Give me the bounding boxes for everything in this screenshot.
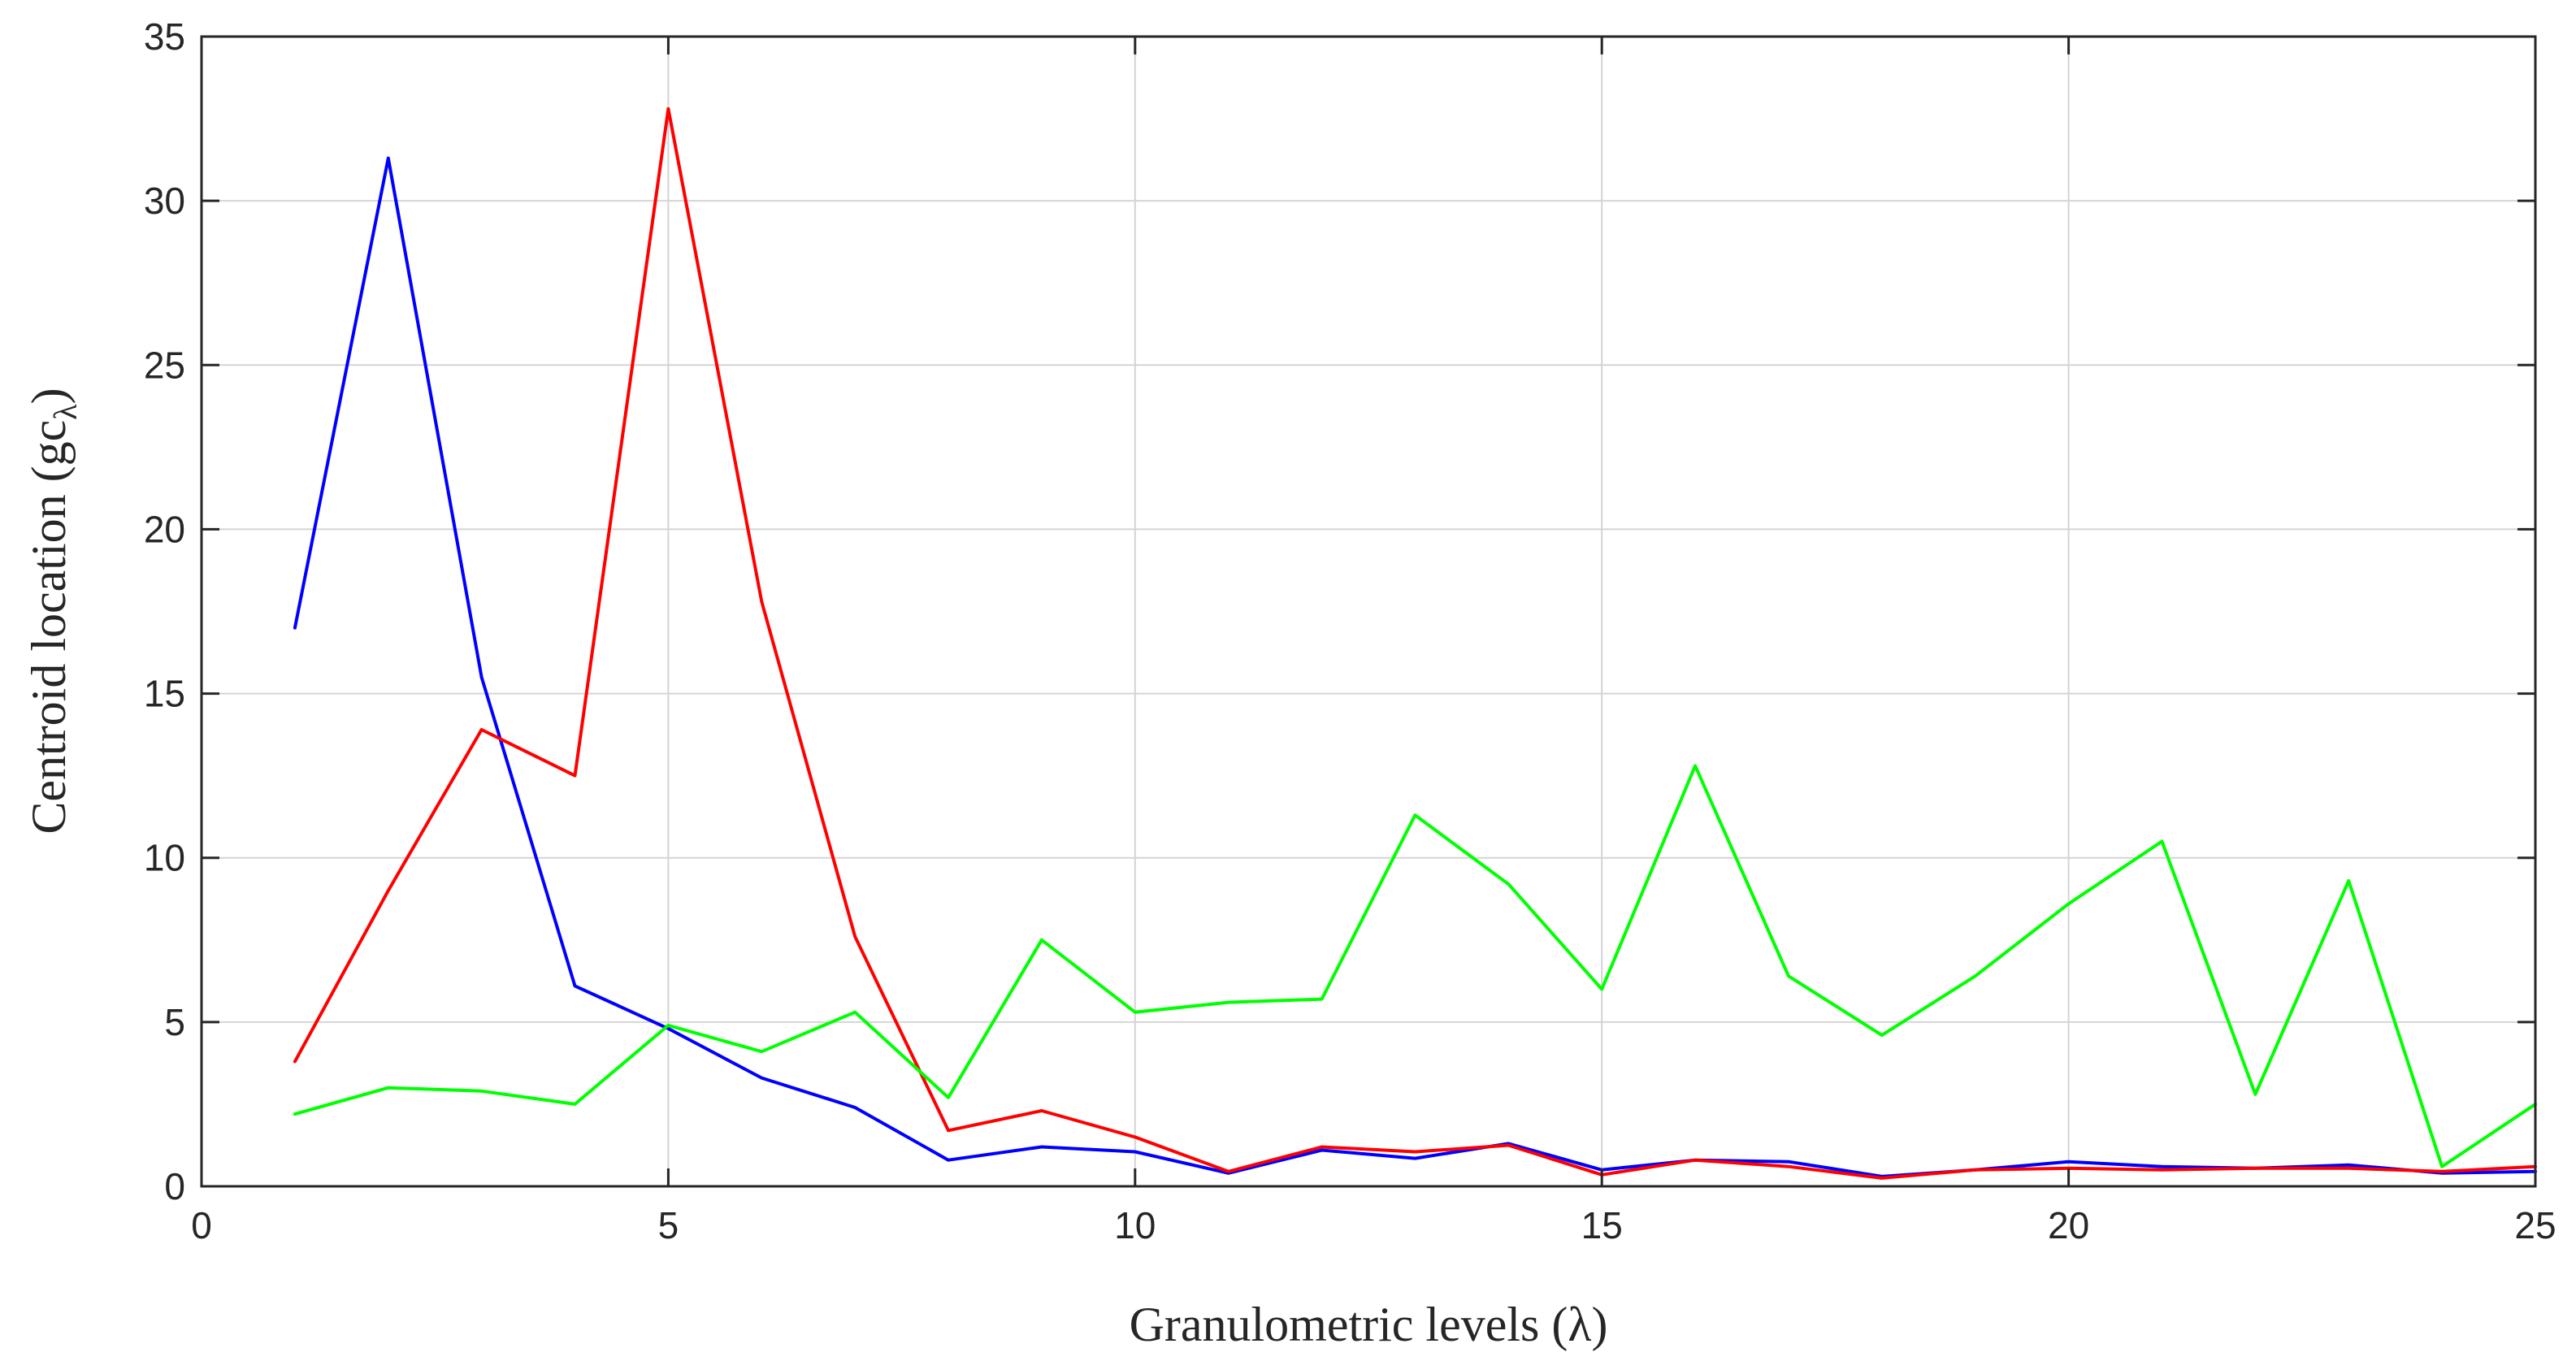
x-tick-labels: 0 5 10 15 20 25 [191,1204,2556,1246]
y-axis-label: Centroid location (gcλ) [22,388,84,834]
x-tick-label: 10 [1114,1204,1156,1246]
x-axis-label: Granulometric levels (λ) [1130,1298,1608,1351]
y-axis-label-subscript: λ [47,404,84,420]
y-tick-label: 20 [144,508,185,550]
y-tick-label: 0 [164,1165,185,1207]
grid-lines [202,37,2535,1186]
y-tick-labels: 0 5 10 15 20 25 30 35 [144,15,185,1207]
x-tick-label: 0 [191,1204,212,1246]
red-series-line [293,106,2537,1180]
x-tick-label: 25 [2514,1204,2556,1246]
plot-frame [200,35,2537,1188]
series-lines [293,106,2537,1180]
tick-marks [200,35,2537,1188]
y-tick-label: 25 [144,344,185,386]
y-tick-label: 30 [144,180,185,222]
y-axis-label-main: Centroid location (gc [22,420,76,834]
y-tick-label: 10 [144,837,185,879]
plot-background [202,37,2535,1186]
x-tick-label: 15 [1581,1204,1623,1246]
x-tick-label: 5 [658,1204,679,1246]
y-tick-label: 15 [144,673,185,715]
blue-series-line [293,156,2537,1178]
green-series-line [293,764,2537,1168]
y-axis-label-close: ) [22,388,76,404]
y-tick-label: 35 [144,15,185,58]
y-tick-label: 5 [164,1001,185,1043]
x-tick-label: 20 [2048,1204,2089,1246]
